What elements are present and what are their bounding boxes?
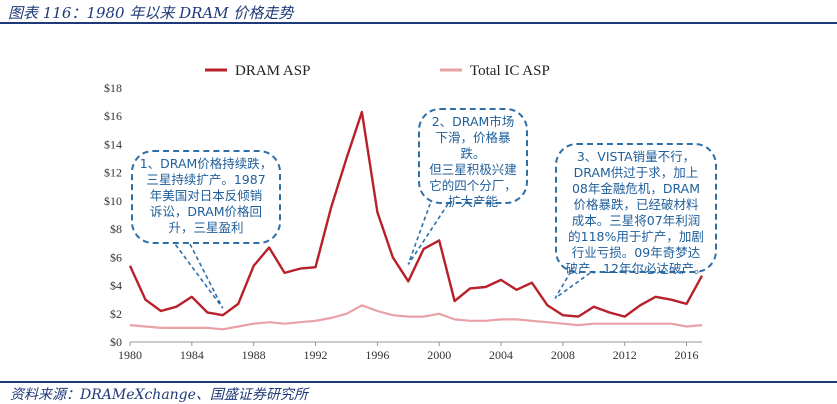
callout-2: 2、DRAM市场 下滑，价格暴跌。 但三星积极兴建 它的四个分厂， 扩大产能: [418, 108, 528, 209]
x-tick-label: 2004: [489, 348, 513, 362]
y-tick-label: $2: [110, 307, 122, 321]
callout-3: 3、VISTA销量不行， DRAM供过于求，加上 08年金融危机，DRAM 价格…: [555, 143, 717, 276]
y-tick-label: $14: [104, 137, 122, 151]
x-tick-label: 2008: [551, 348, 575, 362]
callout-1: 1、DRAM价格持续跌， 三星持续扩产。1987 年美国对日本反倾销 诉讼，DR…: [131, 150, 281, 244]
callout-pointer: [174, 243, 224, 309]
y-tick-label: $16: [104, 109, 122, 123]
top-rule: [0, 22, 837, 24]
y-tick-label: $18: [104, 81, 122, 95]
callout-pointer: [407, 203, 449, 265]
legend-label: DRAM ASP: [235, 63, 310, 79]
bottom-rule: [0, 381, 837, 383]
source-note: 资料来源：DRAMeXchange、国盛证券研究所: [10, 387, 308, 403]
x-tick-label: 2012: [613, 348, 637, 362]
legend-label: Total IC ASP: [470, 63, 550, 79]
x-tick-label: 2000: [427, 348, 451, 362]
chart-legend: DRAM ASP Total IC ASP: [205, 63, 550, 79]
x-tick-label: 1988: [242, 348, 266, 362]
dram-price-chart: $0 $2 $4 $6 $8 $10 $12 $14 $16 $18 1980 1984 1988 199…: [104, 63, 704, 362]
y-tick-label: $12: [104, 166, 122, 180]
y-tick-label: $0: [110, 335, 122, 349]
x-tick-label: 1996: [365, 348, 389, 362]
x-tick-label: 1980: [118, 348, 142, 362]
series-line-total-ic-asp: [129, 304, 703, 331]
y-tick-label: $8: [110, 222, 122, 236]
chart-axes: $0 $2 $4 $6 $8 $10 $12 $14 $16 $18 1980 1984 1988 199…: [104, 81, 702, 362]
y-tick-label: $4: [110, 279, 122, 293]
x-tick-label: 2016: [675, 348, 699, 362]
series-line-dram-asp: [128, 110, 704, 318]
chart-lines: [128, 110, 704, 331]
x-tick-label: 1992: [304, 348, 328, 362]
y-tick-label: $6: [110, 250, 122, 264]
callout-pointers: [174, 203, 591, 309]
figure-caption: 图表 116：1980 年以来 DRAM 价格走势: [8, 4, 294, 22]
x-tick-label: 1984: [180, 348, 204, 362]
y-tick-label: $10: [104, 194, 122, 208]
callout-pointer: [554, 272, 591, 299]
